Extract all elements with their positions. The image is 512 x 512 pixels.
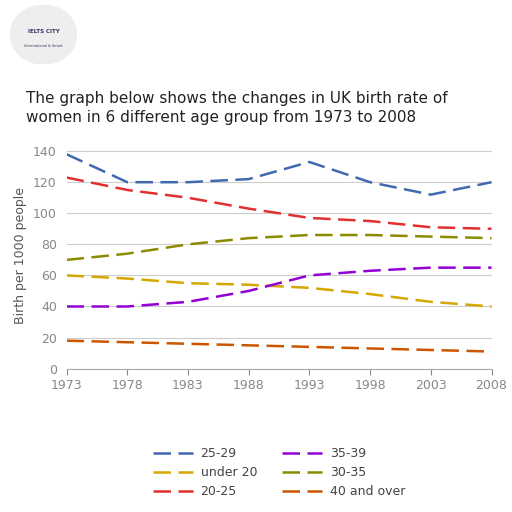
Legend: 25-29, under 20, 20-25, 35-39, 30-35, 40 and over: 25-29, under 20, 20-25, 35-39, 30-35, 40…: [153, 447, 405, 499]
Text: International & Smart: International & Smart: [24, 45, 63, 48]
Y-axis label: Birth per 1000 people: Birth per 1000 people: [14, 187, 28, 325]
Text: The graph below shows the changes in UK birth rate of
women in 6 different age g: The graph below shows the changes in UK …: [26, 91, 447, 125]
Text: IELTS CITY: IELTS CITY: [28, 29, 59, 34]
Circle shape: [10, 5, 77, 64]
